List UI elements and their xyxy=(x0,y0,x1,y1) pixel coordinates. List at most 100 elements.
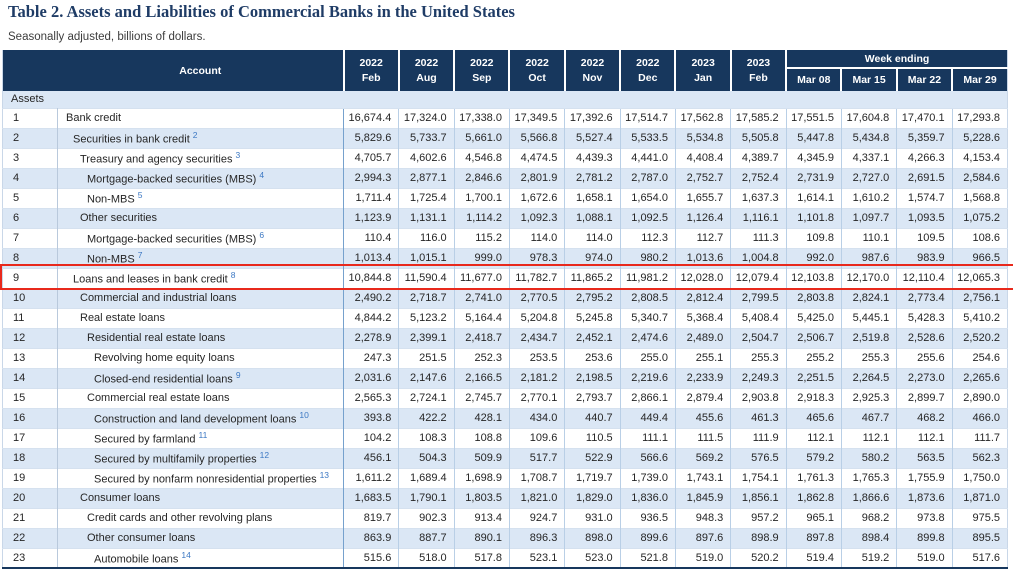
value-cell: 1,698.9 xyxy=(453,467,510,488)
row-number-cell: 19 xyxy=(2,467,58,488)
value-cell: 2,918.3 xyxy=(785,387,842,408)
table-row-11: 11 Real estate loans 4,844.2 5,123.2 5,164.4… xyxy=(2,307,1008,328)
value-cell: 562.3 xyxy=(951,447,1008,468)
value-cell: 5,410.2 xyxy=(951,307,1008,328)
value-cell: 576.5 xyxy=(730,447,787,468)
account-label-cell: Securities in bank credit 2 xyxy=(57,127,344,148)
value-cell: 2,803.8 xyxy=(785,287,842,308)
value-cell: 17,551.5 xyxy=(785,107,842,128)
row-number-cell: 3 xyxy=(2,147,58,168)
footnote-ref-4[interactable]: 4 xyxy=(259,170,265,181)
footnote-ref-9[interactable]: 9 xyxy=(235,370,241,381)
footnote-ref-5[interactable]: 5 xyxy=(137,190,143,201)
value-cell: 2,520.2 xyxy=(951,327,1008,348)
footnote-ref-2[interactable]: 2 xyxy=(192,130,198,141)
value-cell: 247.3 xyxy=(342,347,399,368)
value-cell: 111.1 xyxy=(619,427,676,448)
value-cell: 17,349.5 xyxy=(508,107,565,128)
account-label-cell: Commercial and industrial loans xyxy=(57,287,344,308)
value-cell: 2,846.6 xyxy=(453,167,510,188)
row-number-cell: 4 xyxy=(2,167,58,188)
value-cell: 899.6 xyxy=(619,527,676,548)
value-cell: 104.2 xyxy=(342,427,399,448)
value-cell: 5,447.8 xyxy=(785,127,842,148)
value-cell: 1,750.0 xyxy=(951,467,1008,488)
table-row-3: 3 Treasury and agency securities 3 4,705.7 4… xyxy=(2,147,1008,168)
table-row-23: 23 Automobile loans 14 515.6 518.0 517.8 523.1… xyxy=(2,547,1008,568)
column-header-2022-feb: 2022 Feb xyxy=(342,50,399,91)
row-number-cell: 22 xyxy=(2,527,58,548)
value-cell: 255.6 xyxy=(896,347,953,368)
value-cell: 5,228.6 xyxy=(951,127,1008,148)
value-cell: 2,812.4 xyxy=(674,287,731,308)
value-cell: 2,773.4 xyxy=(896,287,953,308)
footnote-ref-8[interactable]: 8 xyxy=(230,270,236,281)
value-cell: 108.6 xyxy=(951,227,1008,248)
value-cell: 580.2 xyxy=(840,447,897,468)
value-cell: 1,803.5 xyxy=(453,487,510,508)
value-cell: 566.6 xyxy=(619,447,676,468)
value-cell: 255.0 xyxy=(619,347,676,368)
table-row-7: 7 Mortgage-backed securities (MBS) 6 110.4 1… xyxy=(2,227,1008,248)
value-cell: 456.1 xyxy=(342,447,399,468)
value-cell: 5,534.8 xyxy=(674,127,731,148)
footnote-ref-3[interactable]: 3 xyxy=(235,150,241,161)
footnote-ref-12[interactable]: 12 xyxy=(259,450,270,461)
value-cell: 948.3 xyxy=(674,507,731,528)
value-cell: 992.0 xyxy=(785,247,842,268)
table-row-1: 1 Bank credit 16,674.4 17,324.0 17,338.0 17,3… xyxy=(2,107,1008,128)
value-cell: 1,075.2 xyxy=(951,207,1008,228)
account-label-cell: Real estate loans xyxy=(57,307,344,328)
footnote-ref-14[interactable]: 14 xyxy=(181,549,191,560)
value-cell: 2,727.0 xyxy=(840,167,897,188)
value-cell: 17,338.0 xyxy=(453,107,510,128)
value-cell: 819.7 xyxy=(342,507,399,528)
column-header-2022-nov: 2022 Nov xyxy=(563,50,621,91)
value-cell: 253.5 xyxy=(508,347,565,368)
table-header: Account 2022 Feb 2022 Aug 2022 Sep 2022 Oct 2022… xyxy=(2,50,1008,91)
value-cell: 2,799.5 xyxy=(730,287,787,308)
week-ending-group-header: Week ending xyxy=(785,50,1008,69)
value-cell: 11,782.7 xyxy=(508,267,565,288)
row-number-cell: 10 xyxy=(2,287,58,308)
account-label-cell: Closed-end residential loans 9 xyxy=(57,367,344,388)
footnote-ref-6[interactable]: 6 xyxy=(259,230,265,241)
table-row-8: 8 Non-MBS 7 1,013.4 1,015.1 999.0 978.3 974.0 98… xyxy=(2,247,1008,268)
account-label-cell: Automobile loans 14 xyxy=(57,547,344,568)
value-cell: 110.4 xyxy=(342,227,399,248)
value-cell: 899.8 xyxy=(896,527,953,548)
footnote-ref-13[interactable]: 13 xyxy=(319,470,330,481)
value-cell: 522.9 xyxy=(564,447,621,468)
column-header-week-mar-29: Mar 29 xyxy=(951,68,1008,91)
value-cell: 5,340.7 xyxy=(619,307,676,328)
value-cell: 519.0 xyxy=(674,547,731,568)
value-cell: 2,903.8 xyxy=(730,387,787,408)
section-row-assets: Assets xyxy=(2,91,1008,108)
row-number-cell: 15 xyxy=(2,387,58,408)
value-cell: 393.8 xyxy=(342,407,399,428)
value-cell: 4,389.7 xyxy=(730,147,787,168)
footnote-ref-11[interactable]: 11 xyxy=(198,430,208,441)
value-cell: 1,708.7 xyxy=(508,467,565,488)
value-cell: 17,604.8 xyxy=(840,107,897,128)
value-cell: 5,204.8 xyxy=(508,307,565,328)
column-header-week-mar-15: Mar 15 xyxy=(840,68,897,91)
value-cell: 2,718.7 xyxy=(398,287,455,308)
value-cell: 517.7 xyxy=(508,447,565,468)
value-cell: 2,233.9 xyxy=(674,367,731,388)
footnote-ref-7[interactable]: 7 xyxy=(137,250,143,261)
table-row-19: 19 Secured by nonfarm nonresidential prop… xyxy=(2,467,1008,488)
value-cell: 1,743.1 xyxy=(674,467,731,488)
value-cell: 2,879.4 xyxy=(674,387,731,408)
value-cell: 1,739.0 xyxy=(619,467,676,488)
value-cell: 1,013.4 xyxy=(342,247,399,268)
value-cell: 11,981.2 xyxy=(619,267,676,288)
value-cell: 563.5 xyxy=(896,447,953,468)
value-cell: 980.2 xyxy=(619,247,676,268)
value-cell: 467.7 xyxy=(840,407,897,428)
value-cell: 863.9 xyxy=(342,527,399,548)
value-cell: 579.2 xyxy=(785,447,842,468)
value-cell: 2,265.6 xyxy=(951,367,1008,388)
footnote-ref-10[interactable]: 10 xyxy=(299,410,309,421)
account-label-cell: Secured by farmland 11 xyxy=(57,427,344,448)
